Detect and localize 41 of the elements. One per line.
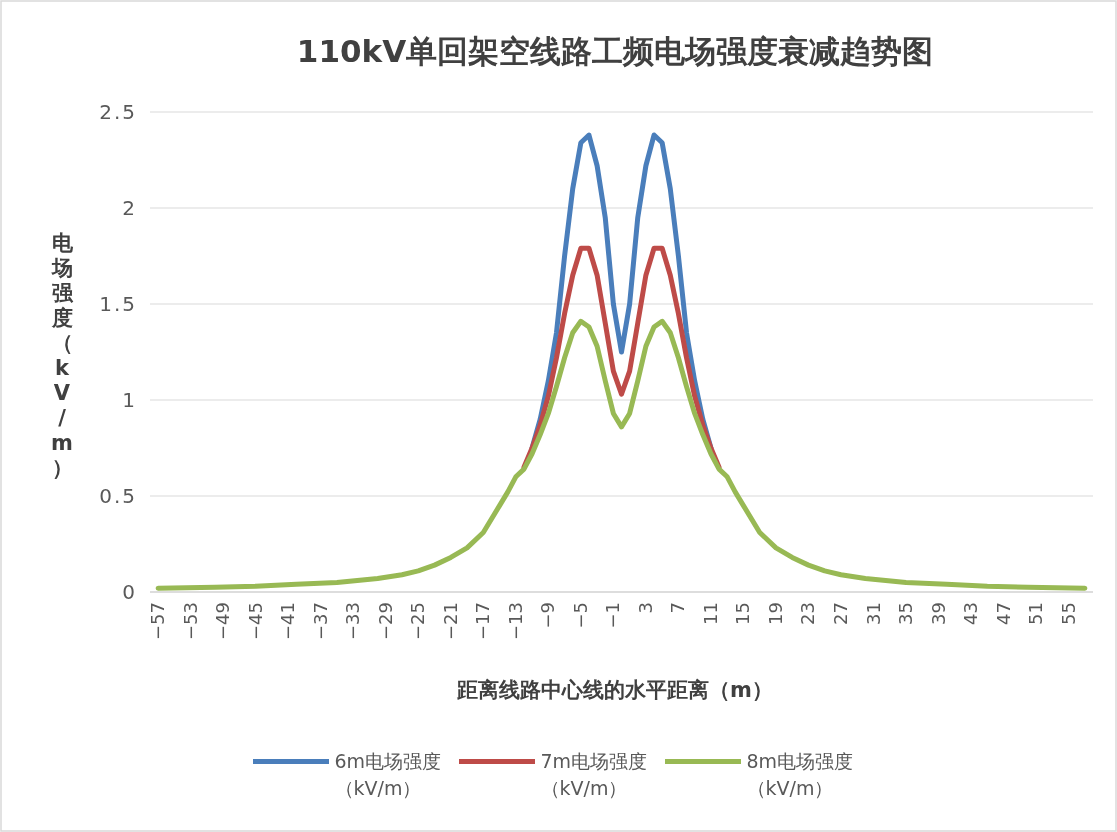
legend-label: 8m电场强度（kV/m） [746, 749, 855, 801]
chart-title: 110kV单回架空线路工频电场强度衰减趋势图 [296, 33, 934, 69]
x-tick-label: −29 [374, 602, 396, 640]
y-tick-label: 1 [122, 388, 137, 412]
x-tick-label: −41 [277, 602, 299, 640]
x-tick-label: −9 [537, 602, 559, 629]
y-tick-label: 2.5 [99, 100, 137, 124]
x-tick-label: −45 [244, 602, 266, 640]
x-tick-label: 3 [634, 602, 656, 614]
x-tick-label: 39 [927, 602, 949, 625]
x-tick-label: −13 [504, 602, 526, 640]
y-tick-label: 0 [122, 580, 137, 604]
y-tick-label: 0.5 [99, 484, 137, 508]
x-tick-label: −21 [439, 602, 461, 640]
text: 电场强度（kV/m） [51, 231, 73, 480]
x-tick-label: −49 [212, 602, 234, 640]
x-tick-label: 55 [1057, 602, 1079, 625]
x-tick-label: 23 [797, 602, 819, 625]
legend-label: 7m电场强度（kV/m） [540, 749, 649, 801]
x-axis-title: 距离线路中心线的水平距离（m） [456, 678, 773, 702]
x-tick-label: −5 [569, 602, 591, 629]
y-tick-label: 1.5 [99, 292, 137, 316]
x-tick-label: 19 [764, 602, 786, 625]
x-tick-label: −25 [407, 602, 429, 640]
x-tick-label: 31 [862, 602, 884, 625]
y-tick-label: 2 [122, 196, 137, 220]
x-tick-label: 27 [829, 602, 851, 625]
x-tick-label: −57 [147, 602, 169, 640]
legend-label: 6m电场强度（kV/m） [334, 749, 443, 801]
x-tick-label: 47 [992, 602, 1014, 625]
x-tick-label: 51 [1025, 602, 1047, 625]
x-tick-label: 7 [667, 602, 689, 614]
x-tick-label: 15 [732, 602, 754, 625]
x-tick-label: −37 [309, 602, 331, 640]
x-tick-label: 11 [699, 602, 721, 625]
x-tick-label: −53 [179, 602, 201, 640]
x-tick-label: 35 [895, 602, 917, 625]
x-tick-label: −17 [472, 602, 494, 640]
x-tick-label: −33 [342, 602, 364, 640]
x-tick-label: −1 [602, 602, 624, 629]
x-tick-label: 43 [960, 602, 982, 625]
